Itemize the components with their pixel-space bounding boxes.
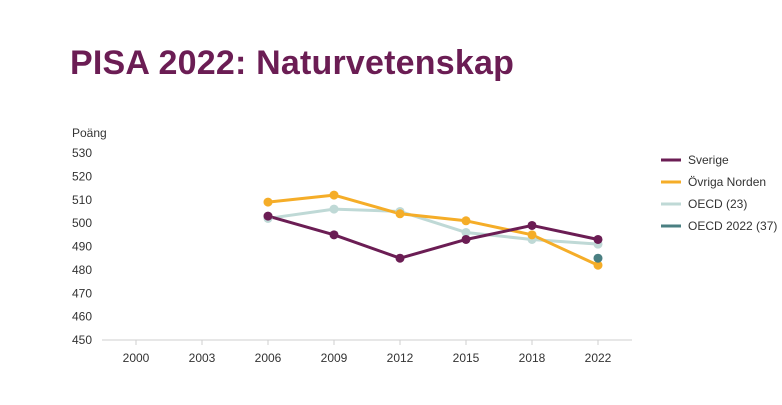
data-point: [395, 209, 405, 219]
legend-label: Sverige: [688, 153, 729, 167]
data-point: [593, 253, 603, 263]
data-point: [461, 216, 471, 226]
series-line-oecd-23: [266, 207, 600, 246]
y-tick-label: 480: [72, 263, 92, 277]
y-axis-title: Poäng: [72, 126, 107, 140]
page-title: PISA 2022: Naturvetenskap: [70, 44, 515, 82]
series-lines: [266, 193, 600, 267]
data-point: [461, 227, 471, 237]
data-point: [593, 260, 603, 270]
data-point: [593, 234, 603, 244]
data-point: [263, 211, 273, 221]
data-point: [329, 204, 339, 214]
x-axis-ticks: 2000 2003 2006 2009 2012 2015 2018 2022: [123, 340, 612, 365]
data-point: [329, 230, 339, 240]
x-tick-label: 2018: [519, 351, 546, 365]
data-point: [263, 197, 273, 207]
data-point: [395, 253, 405, 263]
y-tick-label: 520: [72, 169, 92, 183]
series-line-sverige: [266, 214, 600, 260]
legend-label: OECD (23): [688, 197, 747, 211]
data-point: [527, 230, 537, 240]
x-tick-label: 2000: [123, 351, 150, 365]
y-tick-label: 470: [72, 286, 92, 300]
y-tick-label: 460: [72, 310, 92, 324]
y-tick-label: 490: [72, 240, 92, 254]
legend-label: Övriga Norden: [688, 175, 766, 189]
y-tick-label: 530: [72, 146, 92, 160]
x-tick-label: 2009: [321, 351, 348, 365]
y-tick-label: 510: [72, 193, 92, 207]
data-point: [461, 234, 471, 244]
y-axis-ticks: 450 460 470 480 490 500 510 520 530: [72, 146, 92, 347]
data-point: [329, 190, 339, 200]
x-tick-label: 2012: [387, 351, 414, 365]
series-line--vriga-norden: [266, 193, 600, 267]
y-tick-label: 450: [72, 333, 92, 347]
y-tick-label: 500: [72, 216, 92, 230]
legend: Sverige Övriga Norden OECD (23) OECD 2022 (…: [661, 153, 777, 233]
data-point: [527, 220, 537, 230]
x-tick-label: 2006: [255, 351, 282, 365]
x-tick-label: 2003: [189, 351, 216, 365]
x-tick-label: 2015: [453, 351, 480, 365]
legend-label: OECD 2022 (37): [688, 219, 777, 233]
series-points: [263, 190, 603, 270]
x-tick-label: 2022: [585, 351, 612, 365]
